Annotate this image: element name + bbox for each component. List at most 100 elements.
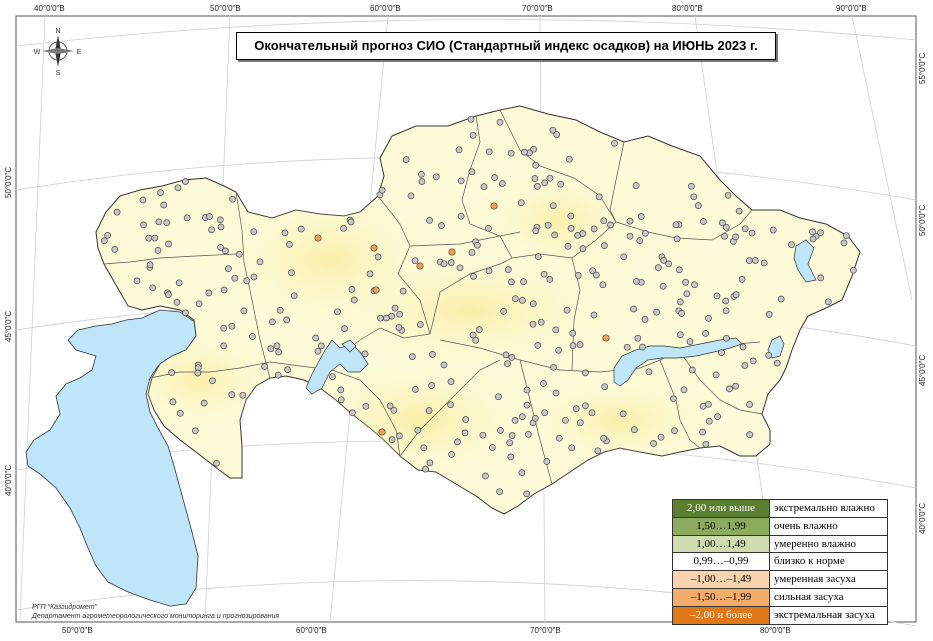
station-marker-normal	[523, 401, 531, 409]
lake-tengiz	[341, 339, 357, 353]
station-marker-normal	[222, 247, 229, 255]
station-marker-normal	[396, 432, 403, 440]
station-marker-normal	[572, 405, 580, 412]
station-marker-normal	[576, 419, 584, 427]
station-marker-normal	[676, 298, 684, 306]
top-tick-90e: 90°0'0"В	[836, 4, 867, 13]
spi-legend: 2,00 или выше экстремально влажно 1,50…1…	[672, 499, 888, 625]
station-marker-normal	[276, 306, 284, 314]
station-marker-normal	[600, 217, 608, 225]
legend-range: 2,00 или выше	[673, 500, 770, 517]
station-marker-normal	[843, 232, 850, 240]
station-marker-normal	[183, 214, 191, 222]
station-marker-normal	[361, 350, 369, 358]
compass-west-label: W	[34, 49, 41, 56]
station-marker-normal	[468, 168, 476, 176]
station-marker-normal	[769, 226, 777, 234]
lake-alakol	[767, 335, 785, 359]
station-marker-normal	[543, 458, 551, 465]
station-marker-normal	[722, 297, 730, 305]
station-marker-normal	[163, 219, 171, 227]
station-marker-normal	[502, 351, 510, 359]
station-marker-normal	[283, 316, 291, 324]
station-marker-normal	[388, 436, 396, 443]
station-marker-normal	[555, 434, 563, 442]
station-marker-normal	[231, 274, 239, 282]
station-marker-normal	[145, 234, 153, 242]
station-marker-normal	[508, 432, 516, 439]
station-marker-normal	[850, 266, 857, 274]
station-marker-normal	[524, 430, 532, 438]
station-marker-normal	[497, 427, 504, 434]
station-marker-normal	[686, 338, 694, 345]
station-marker-normal	[220, 342, 228, 350]
station-marker-normal	[495, 393, 502, 401]
station-marker-normal	[532, 161, 540, 169]
station-marker-normal	[195, 300, 203, 308]
station-marker-normal	[383, 314, 390, 322]
station-marker-normal	[626, 217, 634, 225]
lake-zaisan	[793, 239, 817, 283]
station-marker-normal	[565, 155, 573, 163]
aral-sea	[305, 339, 369, 395]
station-marker-normal	[546, 174, 554, 182]
legend-row: 1,00…1,49 умеренно влажно	[673, 535, 887, 554]
station-marker-normal	[739, 343, 747, 351]
station-marker-normal	[650, 440, 657, 447]
station-marker-normal	[146, 261, 154, 269]
station-marker-normal	[551, 231, 558, 239]
station-marker-normal	[500, 308, 507, 315]
compass-east-label: E	[77, 49, 82, 56]
station-marker-normal	[653, 308, 660, 316]
station-marker-normal	[519, 297, 526, 304]
station-marker-normal	[281, 229, 289, 237]
station-marker-normal	[312, 334, 320, 342]
station-marker-normal	[175, 279, 183, 287]
station-marker-normal	[746, 431, 754, 438]
station-marker-normal	[549, 202, 557, 210]
station-marker-normal	[634, 334, 642, 342]
station-marker-normal	[722, 223, 730, 231]
graticule-line	[19, 15, 46, 621]
station-marker-normal	[275, 348, 283, 356]
station-marker-normal	[549, 126, 557, 134]
station-marker-normal	[511, 417, 519, 424]
top-tick-50e: 50°0'0"В	[210, 4, 241, 13]
station-marker-normal	[529, 300, 537, 308]
station-marker-normal	[220, 324, 228, 332]
legend-range: 0,99…–0,99	[673, 553, 770, 571]
station-marker-normal	[721, 232, 728, 240]
station-marker-normal	[374, 253, 382, 261]
station-marker-normal	[447, 378, 455, 385]
legend-label: экстремально влажно	[770, 500, 887, 517]
station-marker-normal	[488, 444, 496, 451]
station-marker-moderate-drought	[490, 202, 498, 210]
legend-range: –2,00 и более	[673, 606, 770, 624]
station-marker-normal	[200, 399, 208, 407]
station-marker-normal	[600, 434, 607, 442]
left-tick-45n: 45°0'0"С	[4, 310, 13, 342]
station-marker-normal	[239, 391, 247, 399]
station-marker-normal	[732, 382, 739, 390]
station-marker-normal	[504, 266, 512, 273]
station-marker-normal	[749, 357, 757, 365]
station-marker-normal	[520, 278, 527, 286]
station-marker-normal	[350, 296, 358, 304]
station-marker-normal	[395, 324, 403, 331]
station-marker-normal	[440, 361, 448, 369]
station-marker-normal	[645, 368, 653, 376]
station-marker-normal	[209, 377, 216, 385]
station-marker-normal	[765, 351, 773, 359]
station-marker-normal	[461, 429, 469, 437]
station-marker-normal	[563, 306, 571, 314]
station-marker-normal	[626, 232, 634, 240]
station-marker-moderate-drought	[448, 248, 456, 256]
station-marker-normal	[607, 221, 614, 229]
station-marker-normal	[595, 193, 603, 201]
station-marker-normal	[454, 438, 461, 446]
station-marker-normal	[194, 369, 202, 377]
station-marker-normal	[534, 183, 541, 190]
station-marker-normal	[724, 191, 732, 199]
station-marker-normal	[504, 360, 511, 368]
